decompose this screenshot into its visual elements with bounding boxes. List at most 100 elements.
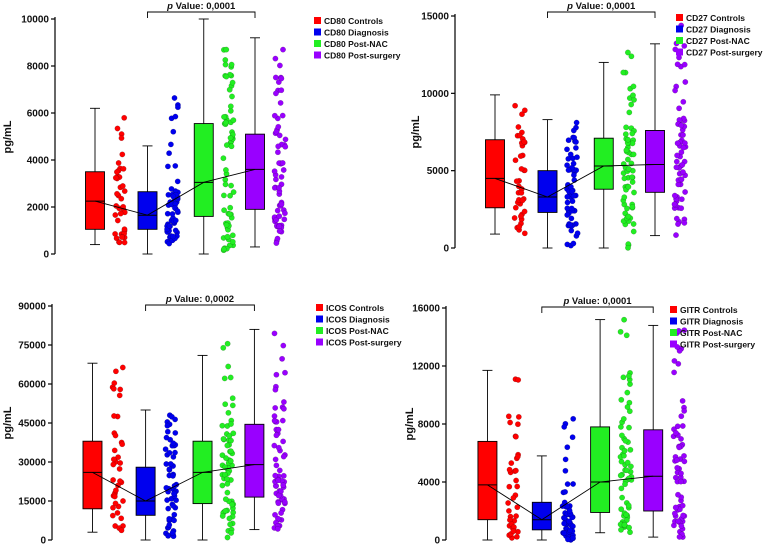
data-point xyxy=(674,61,681,68)
data-point xyxy=(674,152,680,159)
data-point xyxy=(280,46,286,53)
data-point xyxy=(629,130,636,137)
data-point xyxy=(562,467,569,474)
data-point xyxy=(628,53,635,60)
data-point xyxy=(164,210,171,217)
legend-swatch-postsurgery xyxy=(670,340,677,348)
chart-panel-gitr: 0 4000 8000 12000 16000 pg/mL p Value: 0,0001 G… xyxy=(404,296,755,547)
data-point xyxy=(113,487,119,494)
data-point xyxy=(561,520,567,527)
data-point xyxy=(170,490,177,497)
data-point xyxy=(116,239,123,246)
data-point xyxy=(117,210,124,217)
data-point xyxy=(172,217,179,224)
data-point xyxy=(282,136,289,143)
box-controls xyxy=(85,171,105,230)
data-point xyxy=(271,330,278,337)
p-value-text: Value: 0,0001 xyxy=(569,296,632,307)
data-point xyxy=(673,232,679,239)
data-point xyxy=(574,230,581,237)
data-point xyxy=(680,98,687,105)
data-point xyxy=(561,530,567,536)
data-point xyxy=(281,499,288,505)
data-point xyxy=(117,460,124,466)
data-point xyxy=(167,436,174,443)
data-point xyxy=(272,90,279,97)
data-point xyxy=(671,369,677,376)
data-point xyxy=(230,189,237,196)
data-point xyxy=(680,512,686,519)
data-point xyxy=(675,221,681,228)
data-point xyxy=(117,386,124,393)
data-point xyxy=(167,141,174,148)
data-point xyxy=(565,536,571,543)
data-point xyxy=(681,43,688,49)
data-point xyxy=(277,488,284,495)
legend-label: ICOS Post-NAC xyxy=(326,326,389,336)
data-point xyxy=(119,234,126,241)
p-value-label: p Value: 0,0001 xyxy=(166,1,236,12)
data-point xyxy=(275,143,282,150)
data-point xyxy=(678,523,685,529)
data-point xyxy=(280,472,287,479)
data-point xyxy=(674,464,681,471)
data-point xyxy=(678,205,685,212)
data-point xyxy=(172,449,178,456)
data-point xyxy=(515,376,522,383)
data-point xyxy=(629,140,636,147)
data-point xyxy=(565,155,572,162)
legend-label: ICOS Post-surgery xyxy=(326,338,402,348)
data-point xyxy=(510,528,517,535)
data-point xyxy=(569,198,576,205)
data-point xyxy=(674,140,681,147)
y-tick-label: 45000 xyxy=(18,419,46,430)
data-point xyxy=(224,340,231,347)
y-tick-label: 5000 xyxy=(427,166,450,177)
y-tick-label: 10000 xyxy=(421,89,449,100)
data-point xyxy=(166,515,173,522)
data-point xyxy=(621,194,628,201)
data-point xyxy=(164,163,171,170)
data-point xyxy=(222,496,229,503)
data-point xyxy=(171,517,178,524)
legend-swatch-postsurgery xyxy=(316,338,323,346)
data-point xyxy=(272,386,279,393)
data-point xyxy=(631,189,637,196)
data-point xyxy=(111,493,118,500)
data-point xyxy=(114,125,121,132)
data-point xyxy=(625,213,632,220)
data-point xyxy=(276,213,283,220)
y-tick-label: 2000 xyxy=(27,203,50,214)
data-point xyxy=(280,405,287,412)
legend-label: CD27 Post-NAC xyxy=(686,36,750,46)
data-point xyxy=(676,54,682,61)
data-point xyxy=(681,61,688,68)
data-point xyxy=(680,144,687,151)
data-point xyxy=(116,392,123,399)
y-tick-label: 8000 xyxy=(27,62,50,73)
data-point xyxy=(226,86,233,93)
data-point xyxy=(621,452,627,459)
data-point xyxy=(671,510,678,517)
data-point xyxy=(511,215,518,221)
data-point xyxy=(623,511,630,518)
data-point xyxy=(680,169,686,176)
data-point xyxy=(221,375,228,382)
legend-swatch-postsurgery xyxy=(314,51,321,59)
p-value-italic: p xyxy=(166,1,173,12)
data-point xyxy=(275,123,282,130)
y-axis-label: pg/mL xyxy=(2,406,14,439)
legend-swatch-diagnosis xyxy=(314,28,321,36)
data-point xyxy=(275,492,282,499)
data-point xyxy=(623,467,630,474)
data-point xyxy=(112,432,119,439)
data-point xyxy=(229,395,236,402)
data-point xyxy=(278,75,285,82)
data-point xyxy=(113,368,119,375)
data-point xyxy=(621,175,628,182)
data-point xyxy=(166,522,173,528)
data-point xyxy=(678,149,685,156)
data-point xyxy=(278,201,285,208)
box-postsurgery xyxy=(244,423,265,498)
data-point xyxy=(228,421,234,427)
